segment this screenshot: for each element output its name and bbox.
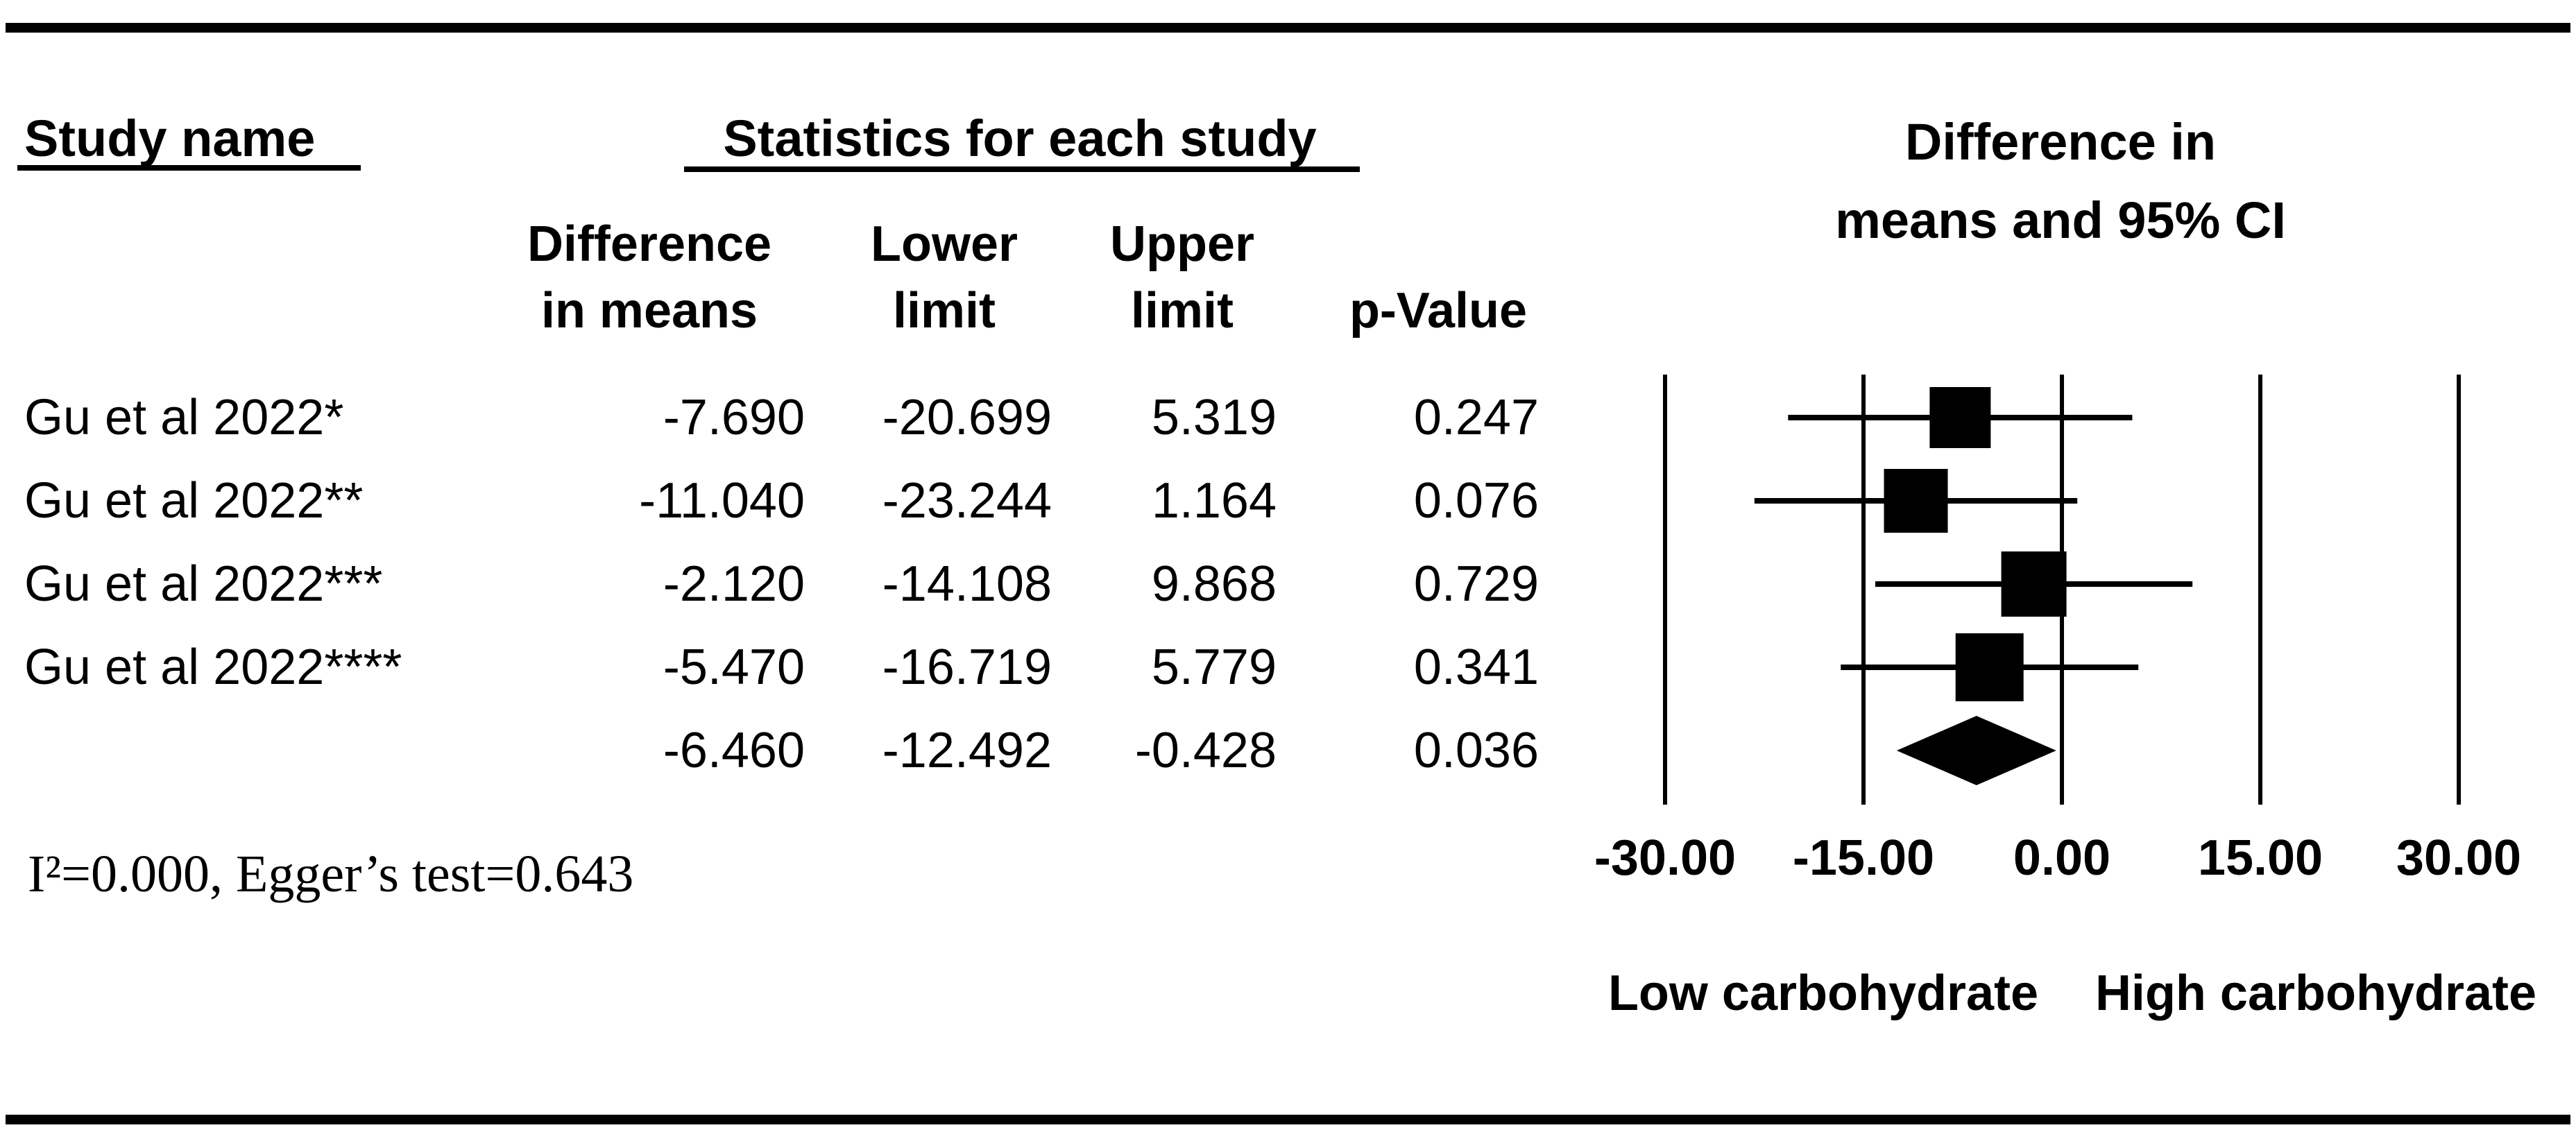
column-header-lower-line1: Lower	[870, 216, 1018, 272]
upper-limit-cell: 9.868	[1151, 556, 1277, 612]
summary-lower-cell: -12.492	[882, 723, 1052, 778]
bottom-border-rule	[6, 1115, 2570, 1124]
axis-tick-label: -15.00	[1792, 830, 1935, 886]
effect-square	[1884, 469, 1948, 533]
group-label-high-carbohydrate: High carbohydrate	[2095, 966, 2537, 1021]
lower-limit-cell: -20.699	[882, 390, 1052, 445]
statistics-underline	[684, 166, 1360, 172]
effect-square	[2001, 551, 2067, 617]
upper-limit-cell: 1.164	[1151, 473, 1277, 529]
study-name-header: Study name	[24, 110, 316, 167]
column-header-upper-line1: Upper	[1109, 216, 1255, 272]
mean-cell: -7.690	[663, 390, 805, 445]
plot-title-line2: means and 95% CI	[1835, 191, 2286, 249]
axis-tick-label: -30.00	[1594, 830, 1737, 886]
statistics-header: Statistics for each study	[723, 110, 1317, 167]
study-name-cell: Gu et al 2022*	[24, 390, 344, 445]
column-header-p-value: p-Value	[1349, 283, 1528, 339]
upper-limit-cell: 5.319	[1151, 390, 1277, 445]
column-header-difference-line2: in means	[540, 283, 758, 339]
study-name-cell: Gu et al 2022****	[24, 640, 402, 695]
axis-tick-label: 0.00	[2013, 830, 2111, 886]
study-name-cell: Gu et al 2022***	[24, 556, 383, 612]
lower-limit-cell: -23.244	[882, 473, 1052, 529]
p-value-cell: 0.729	[1413, 556, 1539, 612]
column-header-difference-line1: Difference	[527, 216, 772, 272]
top-border-rule	[6, 23, 2570, 33]
column-header-upper-line2: limit	[1130, 283, 1234, 339]
heterogeneity-footnote: I²=0.000, Egger’s test=0.643	[28, 845, 634, 903]
mean-cell: -2.120	[663, 556, 805, 612]
study-name-underline	[17, 165, 361, 171]
upper-limit-cell: 5.779	[1151, 640, 1277, 695]
column-header-lower-line2: limit	[892, 283, 996, 339]
axis-gridline	[2457, 375, 2462, 805]
column-header-lower: Lower limit	[736, 211, 1152, 344]
column-header-difference: Difference in means	[441, 211, 858, 344]
axis-gridline	[2258, 375, 2263, 805]
effect-square	[1929, 387, 1991, 448]
p-value-cell: 0.076	[1413, 473, 1539, 529]
axis-tick-label: 30.00	[2396, 830, 2522, 886]
mean-cell: -5.470	[663, 640, 805, 695]
summary-mean-cell: -6.460	[663, 723, 805, 778]
p-value-cell: 0.341	[1413, 640, 1539, 695]
axis-gridline	[1662, 375, 1667, 805]
study-name-cell: Gu et al 2022**	[24, 473, 364, 529]
plot-title-line1: Difference in	[1904, 113, 2217, 171]
summary-diamond	[1896, 716, 2056, 785]
axis-gridline	[1861, 375, 1866, 805]
lower-limit-cell: -16.719	[882, 640, 1052, 695]
lower-limit-cell: -14.108	[882, 556, 1052, 612]
group-label-low-carbohydrate: Low carbohydrate	[1607, 966, 2039, 1021]
mean-cell: -11.040	[639, 473, 805, 529]
plot-title: Difference in means and 95% CI	[1575, 103, 2546, 259]
effect-square	[1955, 633, 2024, 701]
p-value-cell: 0.247	[1413, 390, 1539, 445]
summary-upper-cell: -0.428	[1134, 723, 1277, 778]
column-header-upper: Upper limit	[974, 211, 1390, 344]
summary-p-cell: 0.036	[1413, 723, 1539, 778]
axis-tick-label: 15.00	[2197, 830, 2323, 886]
